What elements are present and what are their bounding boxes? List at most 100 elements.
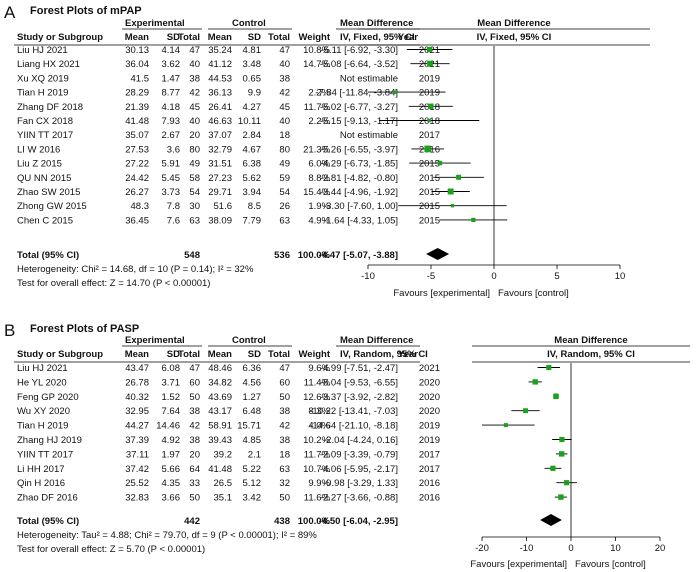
exp-mean: 37.11: [126, 449, 149, 460]
ctrl-sd: 9.9: [248, 88, 261, 99]
year: 2016: [419, 478, 440, 489]
ctrl-mean: 26.41: [208, 102, 232, 113]
study-row: QU NN 2015 24.42 5.45 58 27.23 5.62 59 8.8%-2.8…: [17, 173, 484, 184]
ctrl-total: 18: [279, 130, 290, 141]
x-tick-label: 10: [615, 271, 626, 282]
study-name: He YL 2020: [17, 377, 67, 388]
effect-ci: -5.11 [-6.92, -3.30]: [321, 45, 398, 56]
year: 2015: [419, 173, 440, 184]
ctrl-mean: 35.1: [214, 493, 233, 504]
exp-sd: 8.77: [162, 88, 181, 99]
x-tick-label: -10: [520, 543, 534, 554]
col-header: Study or Subgroup: [17, 349, 103, 360]
study-name: Liu Z 2015: [17, 159, 62, 170]
col-header: SD: [167, 32, 180, 43]
ctrl-sd: 8.5: [248, 201, 261, 212]
exp-total: 33: [189, 478, 200, 489]
weight: 11.7%: [304, 449, 331, 460]
effect-square: [427, 118, 431, 123]
ctrl-mean: 51.6: [214, 201, 233, 212]
exp-total: 40: [189, 59, 200, 70]
ctrl-mean: 41.48: [208, 464, 232, 475]
weight: 1.9%: [308, 201, 330, 212]
exp-total: 38: [189, 406, 200, 417]
group2-header: Control: [232, 335, 266, 346]
effect-ci: -5.15 [-9.13, -1.17]: [320, 116, 398, 127]
weight: 6.0%: [308, 159, 330, 170]
exp-total: 20: [189, 449, 200, 460]
exp-sd: 7.64: [162, 406, 181, 417]
effect-ci: -0.98 [-3.29, 1.33]: [323, 478, 398, 489]
year: 2016: [419, 493, 440, 504]
exp-sd: 3.73: [162, 187, 181, 198]
effect-ci: -4.99 [-7.51, -2.47]: [320, 363, 398, 374]
exp-mean: 25.52: [125, 478, 149, 489]
effect-ci: -2.04 [-4.24, 0.16]: [323, 435, 398, 446]
effect-square: [550, 465, 556, 471]
col-header: Mean: [125, 32, 149, 43]
ctrl-total: 59: [279, 173, 290, 184]
study-name: YIIN TT 2017: [17, 449, 73, 460]
weight: 9.9%: [308, 478, 330, 489]
exp-mean: 24.42: [125, 173, 149, 184]
exp-mean: 35.07: [125, 130, 149, 141]
exp-mean: 41.5: [131, 73, 150, 84]
study-row: Wu XY 2020 32.95 7.64 38 43.17 6.48 38 8.3%-10.…: [17, 406, 540, 417]
ctrl-sd: 15.71: [237, 421, 261, 432]
exp-sd: 1.97: [162, 449, 181, 460]
study-name: Zhang HJ 2019: [17, 435, 82, 446]
exp-sd: 5.66: [162, 464, 181, 475]
favours-right: Favours [control]: [498, 288, 569, 299]
exp-total: 38: [189, 73, 200, 84]
study-row: Liu HJ 2021 43.47 6.08 47 48.46 6.36 47 9.6%-4.…: [17, 363, 561, 374]
ctrl-mean: 35.24: [208, 45, 232, 56]
ctrl-sd: 3.48: [243, 59, 262, 70]
favours-right: Favours [control]: [575, 559, 646, 570]
ctrl-mean: 39.43: [208, 435, 232, 446]
study-row: Zhao SW 2015 26.27 3.73 54 29.71 3.94 54 15.4%-…: [17, 187, 470, 198]
ctrl-mean: 37.07: [208, 130, 232, 141]
weight: 15.4%: [303, 187, 330, 198]
weight: 11.4%: [304, 377, 331, 388]
col-header: Weight: [299, 32, 331, 43]
ctrl-sd: 3.94: [243, 187, 262, 198]
exp-mean: 26.27: [125, 187, 149, 198]
exp-total: 60: [189, 377, 200, 388]
ctrl-mean: 32.79: [208, 144, 232, 155]
study-row: Li HH 2017 37.42 5.66 64 41.48 5.22 63 10.7%-4.…: [17, 464, 562, 475]
study-row: YIIN TT 2017 37.11 1.97 20 39.2 2.1 18 11.7%-2.…: [17, 449, 568, 460]
total-ci: -4.47 [-5.07, -3.88]: [319, 250, 398, 261]
study-name: Li HH 2017: [17, 464, 65, 475]
exp-mean: 44.27: [125, 421, 149, 432]
effect-square: [546, 364, 552, 371]
exp-total: 50: [189, 493, 200, 504]
weight: 12.6%: [303, 392, 330, 403]
exp-total: 40: [189, 116, 200, 127]
effect-square: [523, 408, 528, 414]
ctrl-sd: 5.22: [243, 464, 262, 475]
total-exp: 548: [184, 250, 200, 261]
exp-sd: 5.45: [162, 173, 181, 184]
study-row: Liu HJ 2021 30.13 4.14 47 35.24 4.81 47 10.8%-5…: [17, 45, 453, 56]
summary-diamond: [426, 248, 450, 260]
ctrl-total: 45: [279, 102, 290, 113]
exp-total: 58: [189, 173, 200, 184]
effect-ci: -7.84 [-11.84, -3.84]: [315, 88, 398, 99]
study-row: Zhang DF 2018 21.39 4.18 45 26.41 4.27 45 11.7%…: [17, 102, 453, 113]
year: 2017: [419, 449, 440, 460]
exp-sd: 7.93: [162, 116, 181, 127]
overall-effect-text: Test for overall effect: Z = 5.70 (P < 0…: [17, 544, 205, 555]
ctrl-total: 32: [279, 478, 290, 489]
effect-ci: -4.29 [-6.73, -1.85]: [320, 159, 398, 170]
study-row: LI W 2016 27.53 3.6 80 32.79 4.67 80 21.3%-5.26…: [17, 144, 444, 155]
exp-total: 45: [189, 102, 200, 113]
exp-mean: 30.13: [125, 45, 149, 56]
study-row: Feng GP 2020 40.32 1.52 50 43.69 1.27 50 12.6%-…: [17, 392, 559, 403]
exp-mean: 21.39: [125, 102, 149, 113]
effect-header: Mean Difference: [340, 335, 413, 346]
x-tick-label: 10: [610, 543, 621, 554]
effect-ci: -14.64 [-21.10, -8.18]: [309, 421, 398, 432]
total-weight: 100.0%: [298, 250, 331, 261]
ctrl-total: 63: [279, 215, 290, 226]
ctrl-mean: 46.63: [208, 116, 232, 127]
